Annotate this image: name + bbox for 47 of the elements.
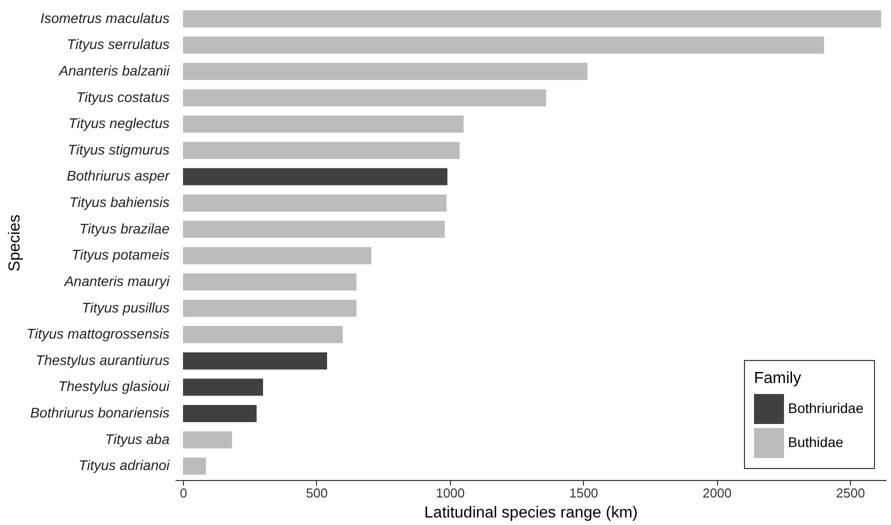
y-tick-label: Tityus potameis xyxy=(72,246,170,263)
bar xyxy=(183,352,328,370)
bar xyxy=(183,378,264,396)
bar xyxy=(183,431,232,448)
y-tick-label: Thestylus glasioui xyxy=(58,378,170,394)
y-tick-label: Tityus pusillus xyxy=(82,299,170,316)
bar xyxy=(183,405,257,422)
y-tick-label: Bothriurus bonariensis xyxy=(30,404,170,421)
legend-label: Buthidae xyxy=(788,434,844,450)
bar xyxy=(183,89,546,106)
y-tick-label: Tityus bahiensis xyxy=(69,194,170,210)
y-tick-label: Ananteris mauryi xyxy=(63,272,170,289)
bar xyxy=(183,220,445,238)
bar xyxy=(183,300,356,317)
x-tick-label: 0 xyxy=(180,486,188,500)
bar xyxy=(183,142,460,159)
y-axis-title: Species xyxy=(6,214,24,272)
y-tick-label: Tityus costatus xyxy=(76,88,170,105)
legend-title: Family xyxy=(754,370,802,387)
y-tick-label: Ananteris balzanii xyxy=(58,62,170,78)
bar xyxy=(183,10,882,28)
y-tick-label: Tityus mattogrossensis xyxy=(26,326,170,342)
x-tick-label: 2500 xyxy=(836,486,865,500)
bar xyxy=(183,36,824,54)
y-tick-label: Tityus aba xyxy=(105,430,170,447)
y-tick-label: Thestylus aurantiurus xyxy=(36,352,170,368)
x-tick-label: 1500 xyxy=(569,486,598,500)
bar xyxy=(183,116,464,133)
y-tick-label: Tityus neglectus xyxy=(68,115,170,132)
bar xyxy=(183,273,356,291)
x-tick-label: 500 xyxy=(306,486,328,500)
y-tick-label: Tityus brazilae xyxy=(79,220,170,236)
y-tick-label: Isometrus maculatus xyxy=(40,10,170,26)
x-tick-label: 1000 xyxy=(436,486,465,500)
bar xyxy=(183,62,588,80)
legend-label: Bothriuridae xyxy=(788,400,864,416)
bar xyxy=(183,168,448,186)
y-tick-label: Bothriurus asper xyxy=(66,168,171,184)
y-tick-label: Tityus stigmurus xyxy=(68,141,170,158)
bar xyxy=(183,247,372,264)
y-tick-label: Tityus adrianoi xyxy=(78,457,170,474)
x-axis-title: Latitudinal species range (km) xyxy=(424,504,638,522)
x-tick-label: 2000 xyxy=(702,486,732,500)
bar xyxy=(183,326,343,344)
y-tick-label: Tityus serrulatus xyxy=(66,36,170,52)
bar xyxy=(183,194,447,212)
bar xyxy=(183,458,206,475)
